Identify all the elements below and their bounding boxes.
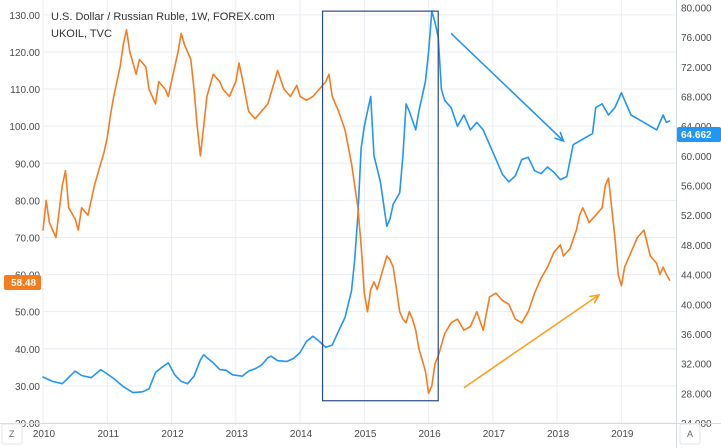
left-tick-label: 50.00 <box>15 308 40 319</box>
right-tick-label: 40.000 <box>681 300 712 311</box>
highlight-box <box>321 10 439 402</box>
right-tick-label: 60.000 <box>681 152 712 163</box>
left-tick-label: 120.00 <box>9 48 40 59</box>
left-value-badge: 58.48 <box>4 275 41 290</box>
x-tick-label: 2010 <box>33 429 56 440</box>
right-tick-label: 80.000 <box>681 3 712 14</box>
arrow-head <box>554 131 565 143</box>
right-tick-label: 76.000 <box>681 33 712 44</box>
right-tick-label: 36.000 <box>681 330 712 341</box>
trend-arrow-up <box>463 294 600 389</box>
right-tick-label: 72.000 <box>681 63 712 74</box>
left-tick-label: 20.00 <box>15 419 40 430</box>
left-tick-label: 110.00 <box>10 85 40 96</box>
right-corner-button[interactable]: A <box>679 423 701 445</box>
x-tick-label: 2013 <box>226 429 249 440</box>
x-tick-label: 2012 <box>161 429 184 440</box>
right-tick-label: 68.000 <box>681 92 712 103</box>
x-tick-label: 2019 <box>611 429 634 440</box>
right-tick-label: 28.000 <box>681 389 712 400</box>
left-tick-label: 100.00 <box>9 122 40 133</box>
left-axis-ticks: 130.00120.00110.00100.0090.0080.0070.006… <box>9 11 40 430</box>
chart-subtitle: UKOIL, TVC <box>51 28 112 40</box>
right-tick-label: 44.000 <box>681 271 712 282</box>
left-tick-label: 30.00 <box>15 382 40 393</box>
x-tick-label: 2016 <box>418 429 441 440</box>
right-tick-label: 32.000 <box>681 360 712 371</box>
left-tick-label: 90.00 <box>15 159 40 170</box>
arrow-head <box>589 293 601 304</box>
right-tick-label: 56.000 <box>681 182 712 193</box>
right-corner-label: A <box>687 429 693 439</box>
left-tick-label: 70.00 <box>15 233 40 244</box>
x-tick-label: 2014 <box>290 429 313 440</box>
left-tick-label: 130.00 <box>9 11 40 22</box>
right-tick-label: 52.000 <box>681 211 712 222</box>
right-axis-ticks: 80.00076.00072.00068.00064.00060.00056.0… <box>681 3 712 430</box>
x-axis-ticks: 2010 2011 2012 2013 2014 2015 2016 2017 2018 2019 <box>33 429 634 440</box>
right-badge-bg <box>677 127 721 142</box>
annotations <box>321 10 601 402</box>
left-tick-label: 80.00 <box>15 196 40 207</box>
x-tick-label: 2015 <box>354 429 377 440</box>
left-corner-button[interactable]: Z <box>1 423 23 445</box>
left-tick-label: 40.00 <box>15 345 40 356</box>
left-corner-label: Z <box>9 429 15 439</box>
x-tick-label: 2018 <box>547 429 570 440</box>
right-tick-label: 48.000 <box>681 241 712 252</box>
usdrub-series-line <box>42 10 671 394</box>
left-badge-bg <box>4 275 41 290</box>
x-tick-label: 2011 <box>98 429 120 440</box>
left-badge-value: 58.48 <box>11 278 36 289</box>
chart-title: U.S. Dollar / Russian Ruble, 1W, FOREX.c… <box>51 11 275 23</box>
series-lines <box>42 10 671 395</box>
right-value-badge: 64.662 <box>677 127 721 142</box>
ukoil-series-line <box>42 28 671 395</box>
trend-arrow-down <box>450 32 565 142</box>
right-badge-value: 64.662 <box>681 130 712 141</box>
x-tick-label: 2017 <box>483 429 506 440</box>
